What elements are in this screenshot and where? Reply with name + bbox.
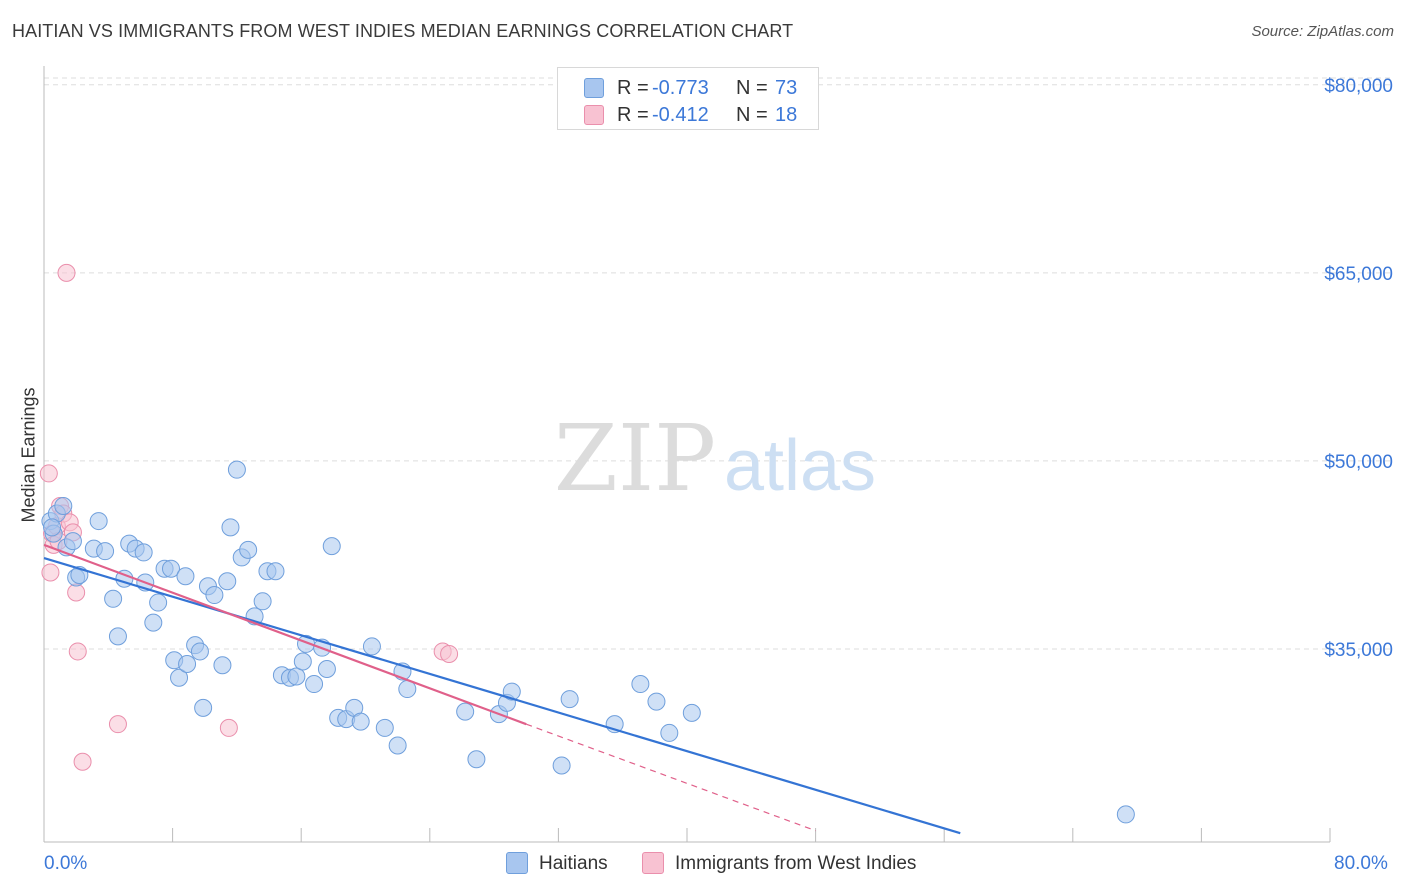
haitians-point (362, 637, 381, 656)
watermark: ZIP atlas (554, 405, 876, 512)
haitians-points (41, 460, 1135, 824)
haitians-point (178, 654, 197, 673)
haitians-point (560, 690, 579, 709)
west-indies-legend-swatch (642, 852, 664, 874)
haitians-point (631, 675, 650, 694)
x-tick-label-min: 0.0% (44, 853, 88, 874)
haitians-point (213, 656, 232, 675)
haitians-point (456, 702, 475, 721)
watermark-zip: ZIP (554, 405, 716, 512)
haitians-point (161, 559, 180, 578)
y-tick-label: $35,000 (1324, 640, 1393, 661)
west-indies-trend-extension (526, 723, 816, 832)
haitians-point (322, 537, 341, 556)
chart-title: HAITIAN VS IMMIGRANTS FROM WEST INDIES M… (12, 21, 794, 41)
haitians-point (375, 718, 394, 737)
stats-legend: R = -0.773 N = 73 R = -0.412 N = 18 (557, 67, 819, 130)
haitians-swatch (584, 78, 604, 98)
legend-label: Haitians (539, 853, 608, 874)
r-value: -0.773 (652, 77, 709, 99)
watermark-atlas: atlas (724, 426, 876, 506)
west-indies-trend-line (43, 543, 527, 726)
haitians-point (134, 543, 153, 562)
haitians-point (190, 642, 209, 661)
west-indies-swatch (584, 105, 604, 125)
haitians-point (96, 542, 115, 561)
source-label: Source: ZipAtlas.com (1251, 23, 1394, 40)
n-value: 18 (775, 104, 798, 126)
haitians-point (54, 497, 73, 516)
haitians-point (176, 567, 195, 586)
haitians-point (218, 572, 237, 591)
haitians-point (266, 562, 285, 581)
haitians-point (287, 667, 306, 686)
haitians-point (89, 512, 108, 531)
west-indies-point (440, 644, 459, 663)
haitians-point (43, 518, 62, 537)
west-indies-point (219, 718, 238, 737)
west-indies-point (108, 715, 127, 734)
west-indies-point (67, 583, 86, 602)
haitians-point (194, 698, 213, 717)
y-tick-label: $50,000 (1324, 452, 1393, 473)
haitians-point (647, 692, 666, 711)
haitians-point (388, 736, 407, 755)
west-indies-point (68, 642, 87, 661)
legend-label: Immigrants from West Indies (675, 853, 917, 874)
r-label: R = (617, 104, 649, 126)
haitians-point (1116, 805, 1135, 824)
haitians-legend-swatch (506, 852, 528, 874)
n-value: 73 (775, 77, 798, 99)
y-tick-labels: $35,000 $50,000 $65,000 $80,000 (1324, 76, 1393, 661)
y-tick-label: $80,000 (1324, 76, 1393, 97)
west-indies-point (39, 464, 58, 483)
haitians-point (660, 723, 679, 742)
haitians-point (552, 756, 571, 775)
haitians-point (149, 593, 168, 612)
n-label: N = (736, 104, 768, 126)
x-tick-label-max: 80.0% (1334, 853, 1388, 874)
haitians-point (317, 659, 336, 678)
haitians-point (205, 586, 224, 605)
haitians-point (467, 750, 486, 769)
haitians-point (221, 518, 240, 537)
r-value: -0.412 (652, 104, 709, 126)
haitians-point (108, 627, 127, 646)
r-label: R = (617, 77, 649, 99)
n-label: N = (736, 77, 768, 99)
haitians-point (227, 460, 246, 479)
haitians-point (305, 675, 324, 694)
west-indies-point (41, 563, 60, 582)
haitians-point (239, 540, 258, 559)
haitians-point (682, 703, 701, 722)
y-tick-label: $65,000 (1324, 264, 1393, 285)
haitians-point (253, 592, 272, 611)
axes (43, 66, 1331, 843)
haitians-point (293, 652, 312, 671)
haitians-point (144, 613, 163, 632)
trend-lines (43, 543, 961, 835)
y-axis-title: Median Earnings (18, 387, 39, 523)
haitians-point (351, 712, 370, 731)
haitians-trend-line (43, 556, 961, 835)
haitians-point (170, 668, 189, 687)
west-indies-point (57, 263, 76, 282)
west-indies-point (73, 752, 92, 771)
haitians-point (104, 589, 123, 608)
haitians-point (63, 532, 82, 551)
haitians-point (502, 682, 521, 701)
